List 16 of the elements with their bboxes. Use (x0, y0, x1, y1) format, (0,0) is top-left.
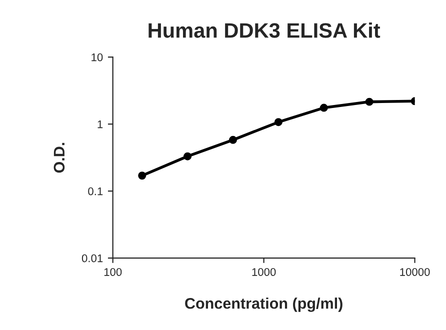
x-axis-title: Concentration (pg/ml) (185, 298, 342, 312)
point (138, 172, 146, 180)
chart-title: Human DDK3 ELISA Kit (148, 22, 380, 38)
x-tick-label: 1000 (252, 268, 276, 276)
y-tick-label: 0.1 (88, 187, 103, 196)
y-tick-label: 10 (92, 53, 103, 62)
x-tick-label: 10000 (400, 268, 430, 276)
y-axis-title: O.D. (54, 142, 65, 173)
point (320, 104, 328, 112)
point (274, 118, 282, 126)
x-tick-label: 100 (104, 268, 122, 276)
y-tick-label: 1 (98, 120, 103, 128)
point (229, 136, 237, 144)
y-tick-label: 0.01 (82, 254, 103, 262)
point (184, 152, 192, 160)
point (365, 98, 374, 106)
